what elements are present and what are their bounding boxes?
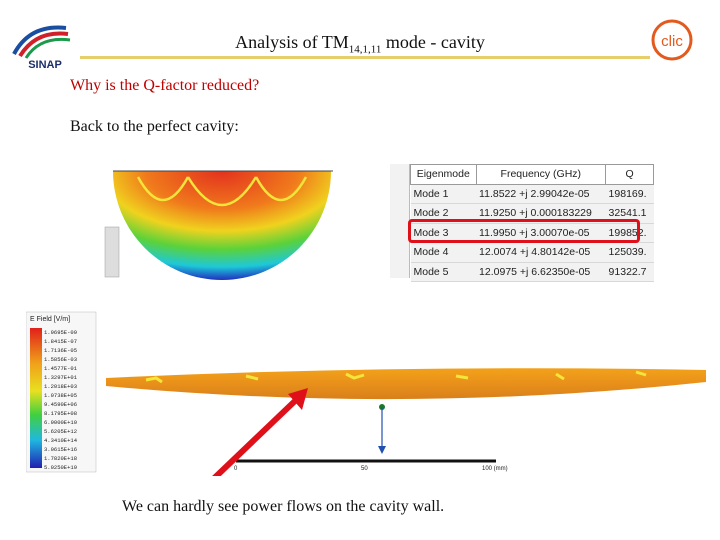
caption-text: We can hardly see power flows on the cav… xyxy=(122,498,445,515)
cell-q: 198169. xyxy=(605,184,654,204)
title-divider xyxy=(80,56,650,59)
cell-q: 32541.1 xyxy=(605,203,654,224)
highlight-box-mode-3 xyxy=(408,219,640,243)
annotation-arrow xyxy=(203,397,299,489)
svg-text:0: 0 xyxy=(234,466,238,472)
cavity-wall-field-plot: E Field [V/m] 1.9695E-09 1.8415E-07 1.71… xyxy=(25,306,716,489)
question-text: Why is the Q-factor reduced? xyxy=(70,77,260,94)
table-row[interactable]: Mode 2 11.9250 +j 0.000183229 32541.1 xyxy=(410,203,654,224)
cavity-field-plot-top xyxy=(93,163,343,283)
svg-text:4.3410E+14: 4.3410E+14 xyxy=(44,437,78,444)
cell-q: 125039. xyxy=(605,242,654,263)
cavity-wall-shape xyxy=(106,368,706,400)
svg-text:8.1795E+08: 8.1795E+08 xyxy=(44,410,77,417)
svg-text:1.4577E-01: 1.4577E-01 xyxy=(44,365,78,372)
scale-ticks: 0 50 100 (mm) xyxy=(234,466,508,472)
cell-frequency: 11.8522 +j 2.99042e-05 xyxy=(476,184,606,204)
table-row[interactable]: Mode 5 12.0975 +j 6.62350e-05 91322.7 xyxy=(410,262,654,282)
svg-text:1.9695E-09: 1.9695E-09 xyxy=(44,329,77,336)
svg-text:9.4590E+06: 9.4590E+06 xyxy=(44,401,77,408)
field-legend-values: 1.9695E-09 1.8415E-07 1.7136E-05 1.5856E… xyxy=(44,329,78,471)
cavity-wall-hotspots xyxy=(145,370,647,384)
page-title: Analysis of TM14,1,11 mode - cavity xyxy=(235,32,485,56)
eigenmode-table: Eigenmode Frequency (GHz) Q Mode 1 11.85… xyxy=(410,164,654,282)
top-plot-legend xyxy=(104,226,120,278)
clic-logo: clic xyxy=(650,18,694,62)
svg-text:1.2018E+03: 1.2018E+03 xyxy=(44,383,77,390)
table-row-index-column xyxy=(390,164,410,278)
sinap-logo-text: SINAP xyxy=(28,59,62,70)
svg-text:50: 50 xyxy=(361,466,368,472)
table-row[interactable]: Mode 1 11.8522 +j 2.99042e-05 198169. xyxy=(410,184,654,204)
cell-mode: Mode 3 xyxy=(410,223,477,243)
svg-text:1.7820E+18: 1.7820E+18 xyxy=(44,455,77,462)
svg-text:100 (mm): 100 (mm) xyxy=(482,466,508,472)
sinap-logo: SINAP xyxy=(10,14,80,71)
svg-text:1.7136E-05: 1.7136E-05 xyxy=(44,347,77,354)
back-text: Back to the perfect cavity: xyxy=(70,118,239,135)
field-legend-title: E Field [V/m] xyxy=(30,316,70,323)
cell-mode: Mode 2 xyxy=(410,203,477,224)
field-legend-colorbar xyxy=(30,328,42,468)
clic-logo-text: clic xyxy=(661,33,683,50)
svg-text:1.5856E-03: 1.5856E-03 xyxy=(44,356,77,363)
cell-frequency: 12.0975 +j 6.62350e-05 xyxy=(476,262,606,282)
title-subscript: 14,1,11 xyxy=(348,43,382,56)
table-header-row: Eigenmode Frequency (GHz) Q xyxy=(410,164,654,185)
cell-mode: Mode 5 xyxy=(410,262,477,282)
cell-q: 91322.7 xyxy=(605,262,654,282)
svg-text:3.0615E+16: 3.0615E+16 xyxy=(44,446,77,453)
table-row[interactable]: Mode 4 12.0074 +j 4.80142e-05 125039. xyxy=(410,242,654,263)
column-header-q[interactable]: Q xyxy=(605,164,654,185)
cell-frequency: 11.9950 +j 3.00070e-05 xyxy=(476,223,606,243)
cell-mode: Mode 1 xyxy=(410,184,477,204)
svg-text:1.0738E+05: 1.0738E+05 xyxy=(44,392,77,399)
svg-text:5.6205E+12: 5.6205E+12 xyxy=(44,428,77,435)
cell-frequency: 12.0074 +j 4.80142e-05 xyxy=(476,242,606,263)
column-header-eigenmode[interactable]: Eigenmode xyxy=(410,164,477,185)
cell-mode: Mode 4 xyxy=(410,242,477,263)
svg-text:1.3297E+01: 1.3297E+01 xyxy=(44,374,78,381)
svg-text:6.9000E+10: 6.9000E+10 xyxy=(44,419,77,426)
column-header-frequency[interactable]: Frequency (GHz) xyxy=(475,164,607,185)
svg-text:1.8415E-07: 1.8415E-07 xyxy=(44,338,77,345)
cell-frequency: 11.9250 +j 0.000183229 xyxy=(476,203,606,224)
table-row-highlighted[interactable]: Mode 3 11.9950 +j 3.00070e-05 199852. xyxy=(410,223,654,243)
svg-text:5.0250E+19: 5.0250E+19 xyxy=(44,464,77,471)
